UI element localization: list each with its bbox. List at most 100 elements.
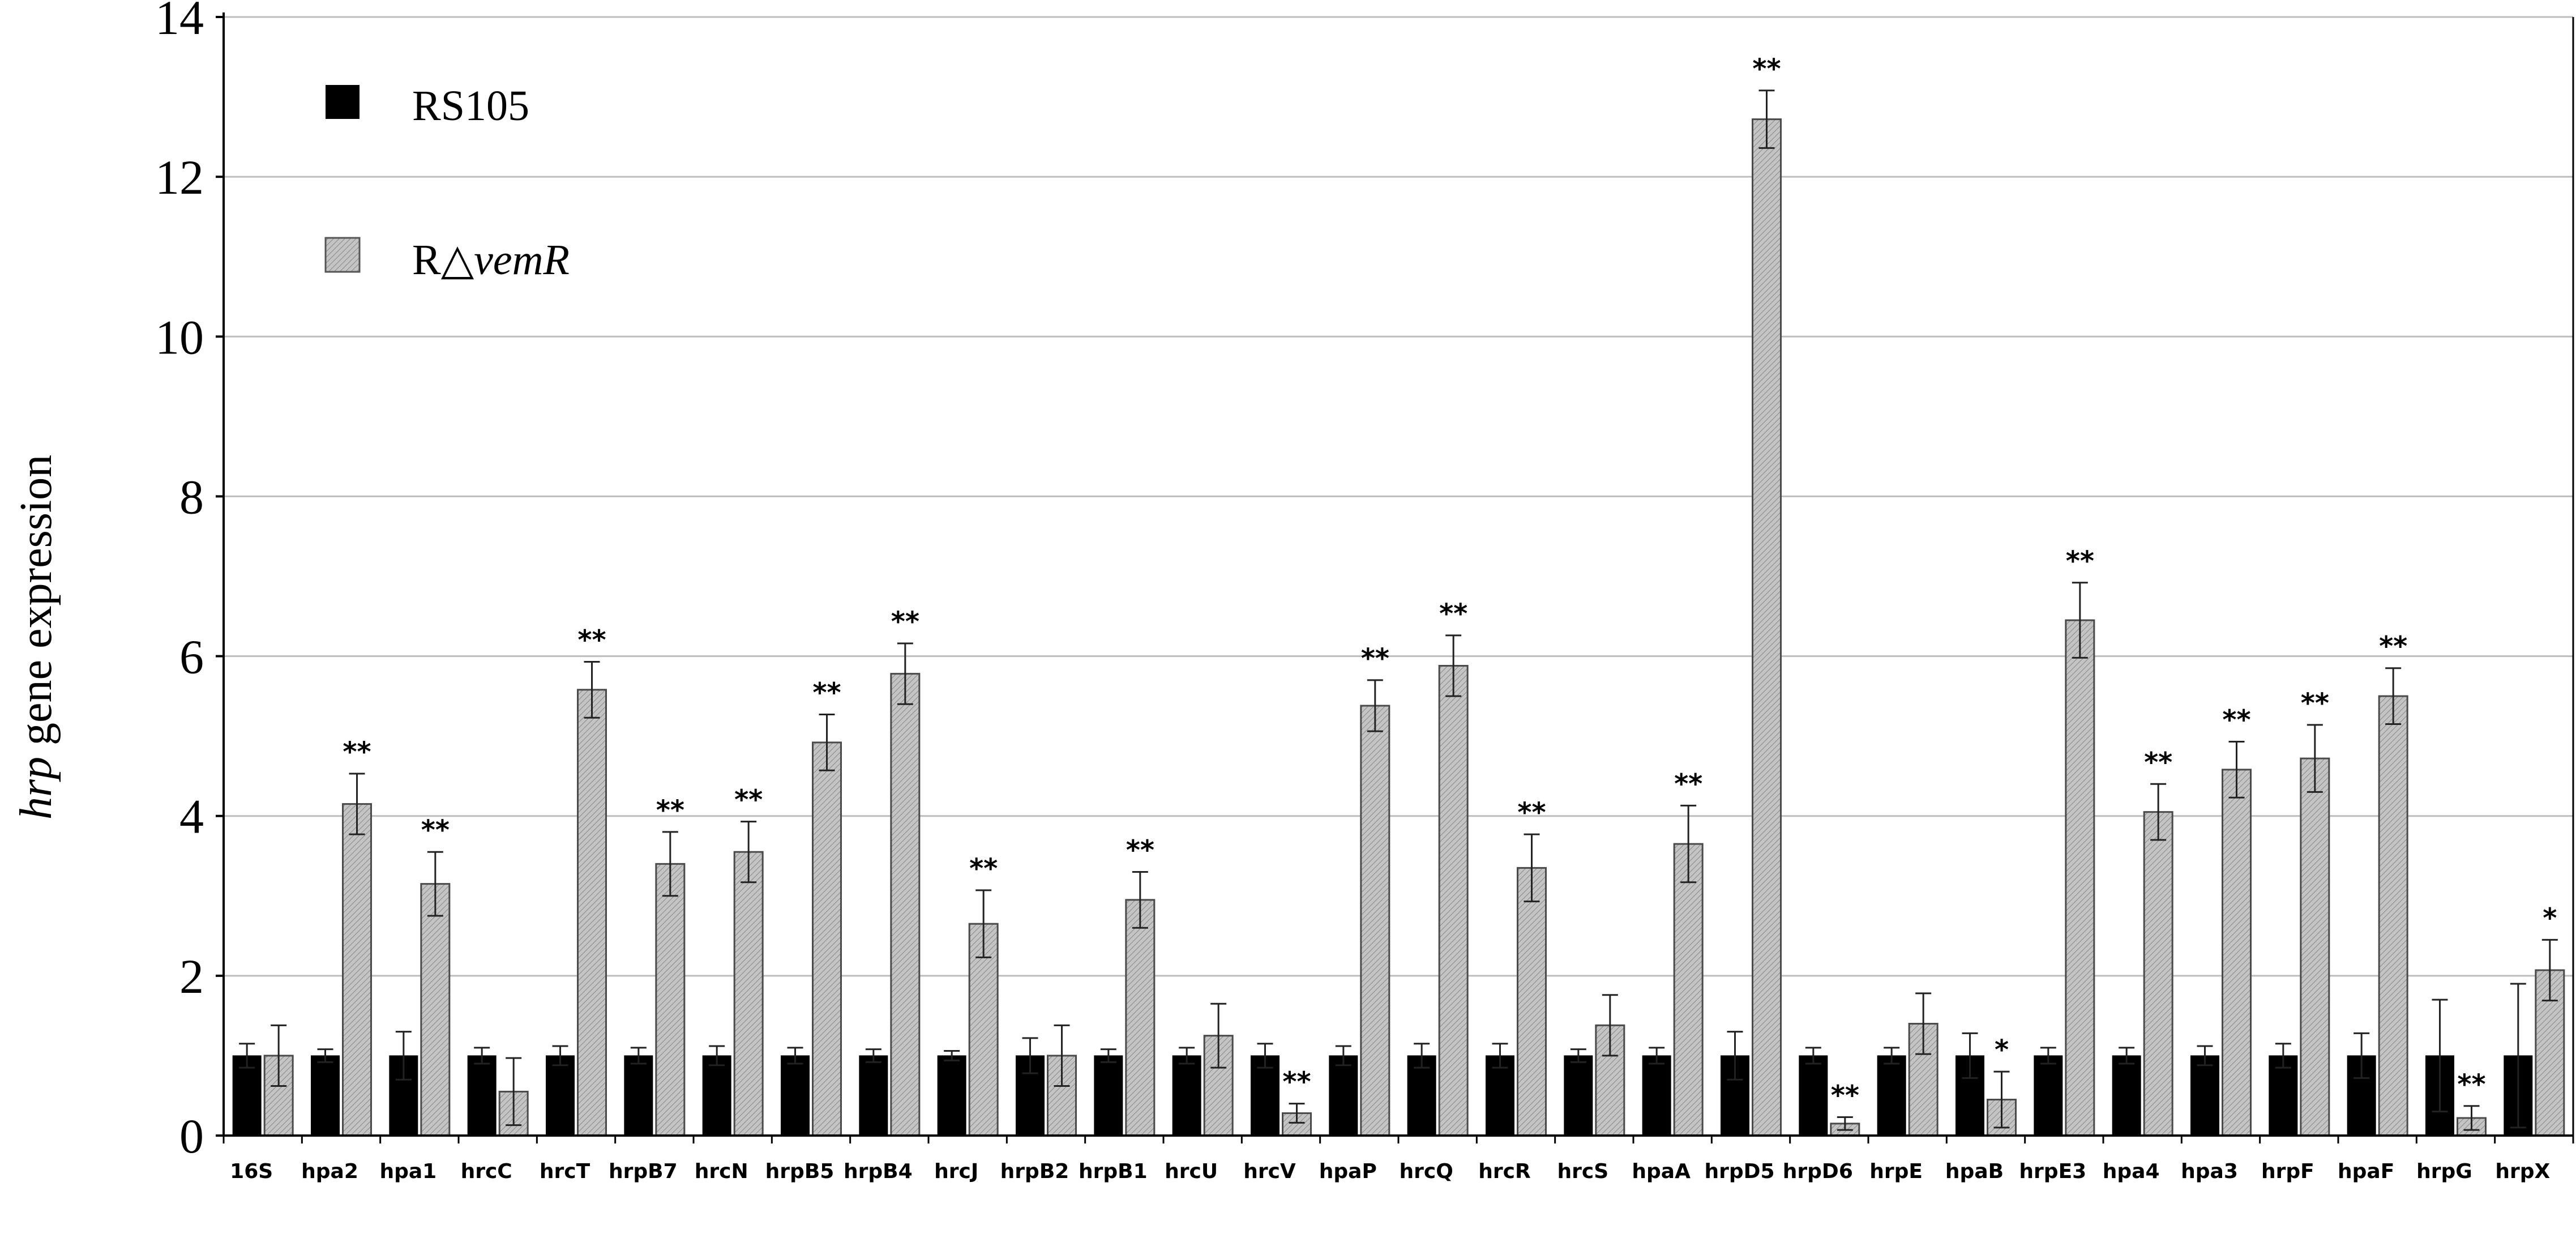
x-tick-label: hrcC (461, 1160, 512, 1183)
bar-rs105 (1564, 1055, 1593, 1136)
x-tick-label: hrpE (1869, 1160, 1923, 1183)
bar-rs105 (467, 1055, 497, 1136)
significance-mark: ** (891, 606, 919, 638)
significance-mark: ** (1674, 768, 1702, 800)
significance-mark: ** (1831, 1080, 1859, 1112)
bar-rs105 (1094, 1055, 1123, 1136)
significance-marks: ******** ********************************… (343, 53, 2557, 1112)
bar-rs105 (1642, 1055, 1671, 1136)
significance-mark: ** (2144, 746, 2172, 778)
significance-mark: ** (1517, 797, 1546, 829)
bar-rs105 (702, 1055, 731, 1136)
x-tick-label: hrpB5 (765, 1160, 835, 1183)
bar-rs105 (311, 1055, 340, 1136)
significance-mark: ** (2457, 1069, 2485, 1100)
x-tick-label: hpa1 (379, 1160, 437, 1183)
significance-mark: ** (656, 795, 684, 826)
significance-mark: ** (1752, 53, 1781, 85)
bar-rs105 (1486, 1055, 1514, 1136)
x-tick-label: hrcQ (1400, 1160, 1453, 1183)
bars (232, 89, 2565, 1137)
bar-rdvemr (1438, 665, 1469, 1137)
significance-mark: * (1995, 1034, 2009, 1066)
x-tick-label: hrpB2 (1000, 1160, 1069, 1183)
y-tick-label: 4 (179, 790, 204, 844)
x-tick-label: 16S (230, 1160, 273, 1183)
significance-mark: ** (734, 784, 763, 816)
bar-rdvemr (2378, 695, 2408, 1137)
bar-rs105 (2190, 1055, 2219, 1136)
bar-rs105 (2112, 1055, 2141, 1136)
legend-swatch-rdvemr (324, 237, 361, 273)
y-tick-label: 2 (179, 949, 204, 1004)
x-tick-label: hrpG (2416, 1160, 2472, 1183)
bar-rs105 (1407, 1055, 1436, 1136)
x-tick-label: hrpX (2495, 1160, 2550, 1183)
significance-mark: ** (1282, 1066, 1311, 1098)
bar-rdvemr (1517, 867, 1547, 1137)
x-tick-label: hpa4 (2103, 1160, 2160, 1183)
x-tick-label: hrcR (1478, 1160, 1530, 1183)
significance-mark: ** (421, 814, 450, 846)
gridlines (224, 16, 2573, 977)
bar-rs105 (937, 1055, 966, 1136)
x-tick-labels: 16S hpa2 hpa1 hrcC hrcT hrpB7 hrcN hrpB5 hrpB4 hr… (230, 1160, 2550, 1183)
bar-rdvemr (2300, 757, 2330, 1137)
significance-mark: ** (343, 736, 371, 768)
significance-mark: ** (2066, 545, 2094, 577)
x-tick-label: hrcS (1557, 1160, 1609, 1183)
bar-rs105 (859, 1055, 888, 1136)
bar-rdvemr (1360, 705, 1390, 1137)
significance-mark: ** (2379, 631, 2407, 663)
bar-rdvemr (968, 923, 999, 1137)
significance-mark: ** (1361, 643, 1389, 675)
y-tick-label: 8 (179, 470, 204, 524)
x-tick-label: hpaA (1632, 1160, 1691, 1183)
bar-rs105 (1329, 1055, 1358, 1136)
bar-rdvemr (2143, 811, 2173, 1137)
y-tick-label: 10 (155, 310, 204, 364)
legend: RS105 R△vemR (324, 82, 570, 284)
x-tick-label: hrpD6 (1783, 1160, 1853, 1183)
bar-rdvemr (812, 741, 842, 1137)
x-tick-label: hrpB7 (609, 1160, 678, 1183)
x-tick-label: hrpB4 (844, 1160, 913, 1183)
bar-rdvemr (890, 673, 921, 1137)
axes (216, 12, 2574, 1143)
significance-mark: ** (969, 853, 998, 885)
bar-rdvemr (1752, 118, 1782, 1137)
significance-mark: ** (1126, 834, 1154, 866)
bar-rs105 (1799, 1055, 1828, 1136)
x-tick-label: hrpF (2261, 1160, 2314, 1183)
x-tick-label: hrcN (695, 1160, 748, 1183)
significance-mark: ** (812, 677, 841, 709)
x-tick-label: hrpD5 (1704, 1160, 1774, 1183)
x-tick-label: hrcT (540, 1160, 590, 1183)
significance-mark: ** (577, 624, 606, 656)
bar-rs105 (2269, 1055, 2298, 1136)
x-tick-label: hrcJ (934, 1160, 978, 1183)
significance-mark: ** (2301, 688, 2329, 719)
bar-rs105 (624, 1055, 653, 1136)
bar-rs105 (781, 1055, 810, 1136)
legend-swatch-rs105 (326, 85, 360, 119)
bar-rdvemr (1047, 1055, 1077, 1137)
bar-rs105 (546, 1055, 575, 1136)
x-tick-label: hpa3 (2181, 1160, 2238, 1183)
y-tick-label: 12 (155, 150, 204, 204)
bar-rdvemr (655, 863, 686, 1137)
x-tick-label: hpa2 (301, 1160, 358, 1183)
bar-rs105 (1877, 1055, 1906, 1136)
significance-mark: ** (2222, 705, 2250, 736)
x-tick-label: hpaP (1319, 1160, 1377, 1183)
x-tick-label: hpaF (2338, 1160, 2394, 1183)
legend-label-rdvemr: R△vemR (412, 236, 570, 284)
bar-rdvemr (1673, 843, 1704, 1137)
x-tick-label: hrpB1 (1079, 1160, 1148, 1183)
legend-label-rs105: RS105 (412, 82, 529, 130)
bar-rdvemr (1125, 899, 1156, 1137)
bar-rdvemr (342, 803, 372, 1137)
significance-mark: ** (1439, 598, 1467, 630)
x-tick-label: hpaB (1945, 1160, 2004, 1183)
